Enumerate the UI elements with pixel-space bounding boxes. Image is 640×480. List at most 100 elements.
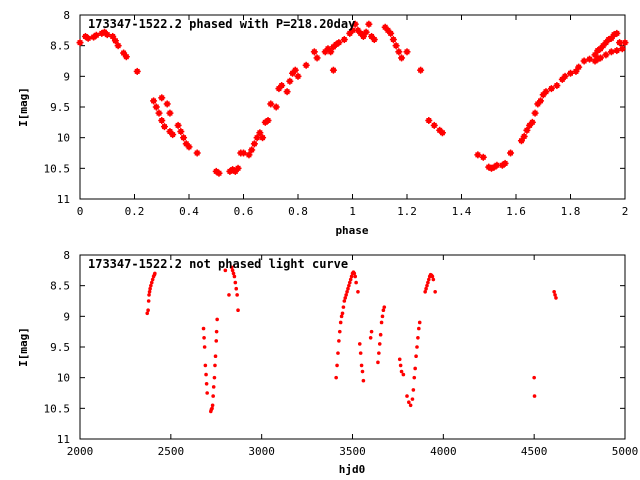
light-curve-plot-data-point bbox=[377, 351, 381, 355]
phased-plot-data-point bbox=[160, 123, 168, 131]
phased-plot-data-point bbox=[250, 140, 258, 148]
phased-plot-data-point bbox=[395, 48, 403, 56]
light-curve-plot-data-point bbox=[230, 268, 235, 273]
phased-plot-data-point bbox=[591, 51, 599, 59]
light-curve-plot-data-point bbox=[359, 363, 364, 368]
phased-plot-x-tick-label: 1.8 bbox=[561, 205, 581, 218]
light-curve-plot-data-point bbox=[149, 280, 154, 285]
phased-plot-data-point bbox=[185, 143, 193, 151]
light-curve-plot-data-point bbox=[201, 326, 206, 331]
light-curve-plot-data-point bbox=[360, 369, 365, 374]
light-curve-plot-data-point bbox=[553, 293, 557, 297]
light-curve-plot-data-point bbox=[378, 332, 383, 337]
phased-plot-ylabel: I[mag] bbox=[17, 87, 30, 127]
light-curve-plot-xlabel: hjd0 bbox=[339, 463, 366, 476]
light-curve-plot-data-point bbox=[348, 277, 353, 282]
light-curve-plot-data-point bbox=[354, 280, 358, 285]
light-curve-plot-title: 173347-1522.2 not phased light curve bbox=[88, 257, 348, 271]
phased-plot-data-point bbox=[398, 54, 406, 62]
phased-plot-data-point bbox=[389, 36, 397, 44]
light-curve-plot-data-point bbox=[202, 345, 207, 349]
phased-plot-data-point bbox=[278, 82, 286, 90]
phased-plot-data-point bbox=[340, 36, 348, 44]
phased-plot-data-point bbox=[291, 66, 299, 74]
light-curve-plot-data-point bbox=[532, 394, 537, 398]
light-curve-plot-data-point bbox=[213, 363, 217, 368]
light-curve-plot-data-point bbox=[430, 274, 435, 279]
phased-plot-data-point bbox=[133, 67, 141, 75]
light-curve-plot-x-tick-label: 3500 bbox=[339, 445, 366, 458]
light-curve-plot-ylabel: I[mag] bbox=[17, 327, 30, 367]
phased-plot-frame bbox=[79, 14, 626, 200]
light-curve-plot-data-point bbox=[352, 271, 357, 276]
phased-plot-data-point bbox=[92, 31, 100, 39]
phased-plot-data-point bbox=[479, 153, 487, 161]
phased-plot-data-point bbox=[155, 109, 163, 117]
light-curve-plot-data-point bbox=[347, 283, 351, 288]
light-curve-plot-y-tick-label: 10 bbox=[57, 372, 70, 385]
phased-plot-data-point bbox=[310, 48, 318, 56]
phased-plot-data-point bbox=[575, 63, 583, 71]
light-curve-plot-data-point bbox=[147, 290, 152, 294]
phased-plot-data-point bbox=[267, 100, 275, 108]
light-curve-plot-data-point bbox=[204, 372, 208, 377]
phased-plot-x-tick-label: 0.6 bbox=[234, 205, 254, 218]
light-curve-plot-data-point bbox=[232, 274, 237, 279]
light-curve-plot-data-point bbox=[358, 351, 363, 355]
light-curve-plot-data-point bbox=[338, 320, 343, 325]
phased-plot-data-point bbox=[586, 55, 594, 63]
phased-plot-data-point bbox=[542, 88, 550, 96]
phased-plot: 0 0.2 0.4 0.6 0.8 1 1.2 1.4 1.6 1.8 2 8 8.5 9 9.5 10 10.… bbox=[17, 9, 629, 237]
phased-plot-data-point bbox=[618, 45, 626, 53]
light-curve-plot-data-point bbox=[146, 308, 150, 313]
phased-plot-data-point bbox=[120, 49, 128, 57]
phased-plot-data-point bbox=[403, 48, 411, 56]
phased-plot-data-point bbox=[150, 97, 158, 105]
light-curve-plot-data-point bbox=[234, 286, 239, 291]
phased-plot-data-point bbox=[158, 116, 166, 124]
phased-plot-title: 173347-1522.2 phased with P=218.20day bbox=[88, 17, 355, 31]
light-curve-plot-data-point bbox=[415, 345, 419, 349]
light-curve-plot-data-point bbox=[426, 280, 430, 285]
light-curve-plot-data-point bbox=[211, 394, 215, 398]
light-curve-plot-data-point bbox=[229, 265, 234, 270]
phased-plot-data-point bbox=[580, 57, 588, 65]
phased-plot-data-point bbox=[613, 47, 621, 55]
phased-plot-data-point bbox=[174, 121, 182, 129]
light-curve-plot-data-point bbox=[147, 293, 151, 297]
phased-plot-data-point bbox=[163, 100, 171, 108]
phased-plot-x-tick-label: 1 bbox=[349, 205, 356, 218]
phased-plot-data-point bbox=[553, 82, 561, 90]
phased-plot-data-point bbox=[158, 94, 166, 102]
phased-plot-y-tick-label: 8 bbox=[63, 9, 70, 22]
phased-plot-x-tick-label: 0.2 bbox=[125, 205, 145, 218]
phased-plot-data-point bbox=[122, 53, 130, 61]
phased-plot-y-tick-label: 9 bbox=[63, 70, 70, 83]
phased-plot-data-point bbox=[365, 20, 373, 28]
phased-plot-y-tick-label: 11 bbox=[57, 193, 70, 206]
light-curve-plot-ticks bbox=[79, 254, 626, 440]
light-curve-plot-data-point bbox=[340, 311, 345, 316]
phased-plot-data-point bbox=[523, 126, 531, 134]
light-curve-plot-data-point bbox=[408, 403, 413, 408]
light-curve-plot: 2000 2500 3000 3500 4000 4500 5000 8 8.5 9 9.5 10 10… bbox=[17, 249, 638, 476]
light-curve-plot-data-point bbox=[236, 308, 240, 313]
phased-plot-data-point bbox=[152, 103, 160, 111]
phased-plot-data-point bbox=[528, 118, 536, 126]
phased-plot-data-point bbox=[302, 61, 310, 69]
phased-plot-data-point bbox=[474, 151, 482, 159]
light-curve-plot-data-point bbox=[412, 375, 417, 380]
phased-plot-tick-labels: 0 0.2 0.4 0.6 0.8 1 1.2 1.4 1.6 1.8 2 8 8.5 9 9.5 10 10.… bbox=[44, 9, 629, 218]
light-curve-plot-data-point bbox=[145, 311, 150, 316]
light-curve-plot-data-point bbox=[233, 280, 238, 285]
phased-plot-data-point bbox=[531, 109, 539, 117]
phased-plot-data-point bbox=[313, 54, 321, 62]
light-curve-plot-data-point bbox=[204, 382, 209, 386]
light-curve-plot-data-point bbox=[356, 290, 360, 294]
light-curve-plot-data-point bbox=[213, 354, 218, 359]
phased-plot-data-point bbox=[329, 66, 337, 74]
phased-plot-data-point bbox=[425, 116, 433, 124]
light-curve-plot-tick-labels: 2000 2500 3000 3500 4000 4500 5000 8 8.5 9 9.5 10 10… bbox=[44, 249, 639, 458]
light-curve-plot-data-point bbox=[210, 403, 215, 408]
